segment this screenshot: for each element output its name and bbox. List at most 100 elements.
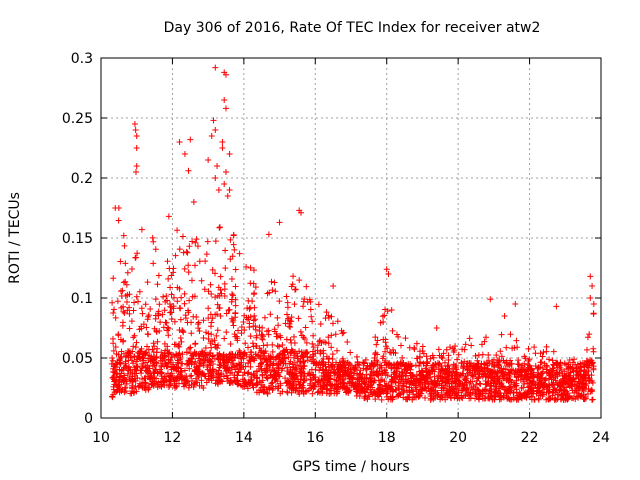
data-point: [380, 353, 387, 360]
data-point: [485, 393, 492, 400]
data-point: [115, 331, 122, 338]
data-point: [349, 379, 356, 386]
data-point: [452, 382, 459, 389]
data-point: [206, 350, 213, 357]
data-point: [385, 361, 392, 368]
data-point: [134, 353, 141, 360]
data-point: [380, 319, 387, 325]
data-point: [374, 361, 381, 368]
data-point: [245, 369, 252, 376]
data-point: [472, 352, 479, 359]
data-point: [285, 354, 292, 361]
data-point: [156, 301, 163, 308]
data-point: [242, 380, 249, 387]
data-point: [558, 392, 565, 399]
data-point: [444, 365, 451, 372]
data-point: [441, 392, 448, 399]
data-point: [122, 278, 129, 285]
data-point: [147, 375, 154, 382]
data-point: [279, 365, 286, 372]
data-point: [580, 373, 587, 380]
data-point: [219, 378, 226, 385]
data-point: [393, 368, 400, 375]
data-point: [381, 378, 388, 385]
data-point: [518, 364, 525, 371]
data-point: [419, 385, 426, 392]
data-point: [546, 356, 553, 363]
data-point: [266, 289, 273, 296]
data-point: [130, 360, 137, 367]
data-point: [120, 378, 127, 385]
data-point: [148, 353, 155, 360]
x-tick-label: 16: [306, 430, 324, 446]
data-point: [117, 258, 124, 265]
data-point: [549, 365, 556, 372]
data-point: [177, 354, 184, 361]
data-point: [402, 376, 409, 383]
data-point: [160, 293, 167, 300]
data-point: [523, 371, 530, 378]
data-point: [223, 71, 229, 78]
data-point: [527, 367, 534, 374]
data-point: [178, 294, 185, 301]
data-point: [164, 324, 171, 331]
data-point: [176, 246, 183, 253]
data-point: [247, 363, 254, 370]
data-point: [295, 315, 302, 322]
data-point: [460, 364, 467, 371]
data-point: [258, 348, 265, 355]
data-point: [435, 372, 442, 379]
data-point: [445, 372, 452, 379]
data-point: [475, 352, 482, 359]
data-point: [290, 354, 297, 361]
data-point: [503, 387, 510, 394]
data-point: [158, 370, 165, 377]
data-point: [587, 387, 594, 394]
data-point: [252, 316, 259, 323]
data-point: [289, 375, 296, 382]
data-point: [315, 388, 322, 395]
data-point: [345, 390, 352, 397]
data-point: [315, 301, 322, 308]
data-point: [290, 333, 297, 340]
data-point: [251, 290, 258, 297]
data-point: [272, 288, 279, 295]
data-point: [115, 384, 122, 391]
data-point: [388, 378, 395, 385]
data-point: [319, 366, 326, 373]
data-point: [269, 348, 276, 355]
data-point: [388, 384, 395, 391]
data-point: [248, 377, 255, 384]
data-point: [508, 379, 515, 386]
data-point: [377, 319, 384, 326]
data-point: [208, 291, 215, 298]
data-point: [155, 308, 162, 315]
data-point: [395, 378, 402, 385]
data-point: [212, 238, 219, 245]
data-point: [264, 389, 271, 396]
data-point: [192, 239, 199, 246]
data-point: [515, 366, 522, 373]
data-point: [379, 313, 386, 320]
data-point: [303, 339, 310, 346]
data-point: [133, 293, 140, 300]
data-point: [109, 354, 116, 361]
data-point: [181, 380, 188, 387]
data-point: [381, 367, 388, 374]
data-point: [456, 378, 463, 385]
data-point: [372, 334, 379, 341]
data-point: [493, 352, 500, 359]
data-point: [415, 390, 422, 397]
data-point: [405, 393, 412, 400]
data-point: [268, 380, 275, 387]
data-point: [303, 283, 310, 290]
data-point: [383, 382, 390, 389]
data-point: [329, 365, 336, 372]
data-point: [505, 369, 512, 376]
data-point: [307, 298, 314, 305]
data-point: [123, 380, 130, 387]
data-point: [164, 347, 171, 354]
data-point: [445, 389, 452, 396]
data-point: [467, 394, 474, 401]
data-point: [336, 371, 343, 378]
